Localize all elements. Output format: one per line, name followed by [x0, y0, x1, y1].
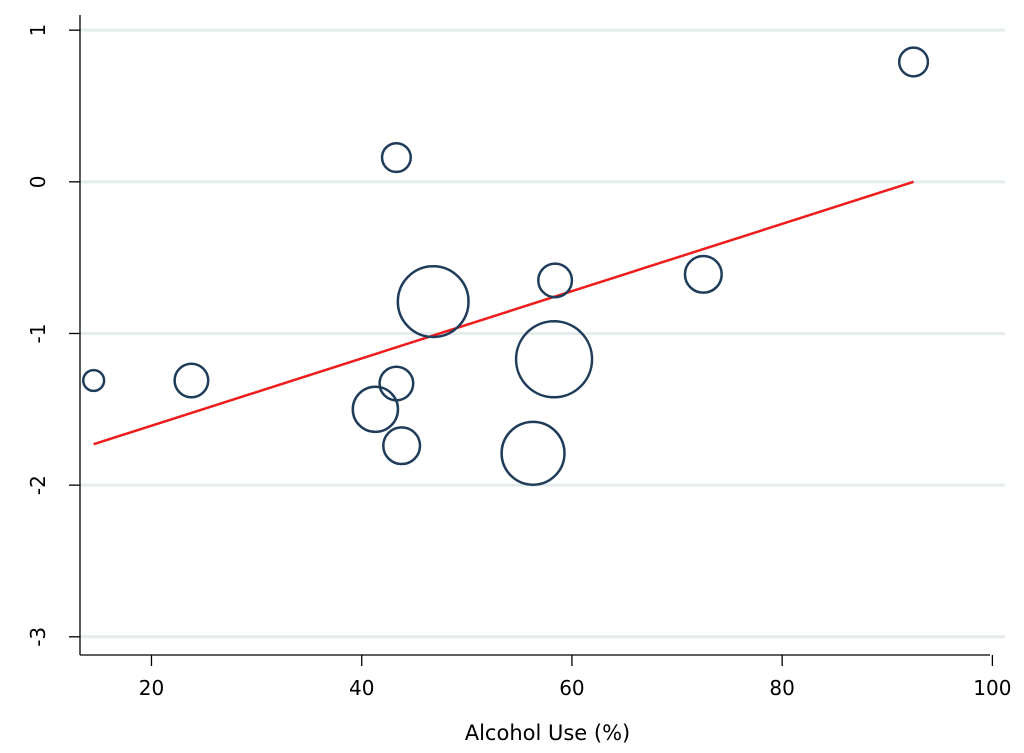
y-tick-label: 1 [26, 24, 50, 37]
data-point [380, 141, 413, 174]
data-point [351, 385, 400, 434]
gridlines [80, 28, 1005, 639]
data-point [537, 262, 574, 299]
data-point [514, 320, 594, 399]
data-point [500, 420, 566, 486]
data-point [683, 254, 723, 294]
axes: 1 0 -1 -2 -3 20 40 60 80 100 [26, 15, 1011, 700]
data-points [81, 46, 930, 486]
fit-line-layer [93, 180, 914, 446]
data-point [81, 368, 106, 393]
x-tick-label: 20 [139, 676, 164, 700]
y-tick-label: -2 [26, 475, 50, 495]
data-point [173, 362, 210, 399]
x-tick-label: 80 [769, 676, 794, 700]
x-tick-label: 60 [559, 676, 584, 700]
data-point [378, 365, 415, 402]
data-point [396, 265, 470, 339]
data-point [897, 46, 930, 78]
fit-line [93, 180, 914, 446]
y-tick-label: -1 [26, 324, 50, 344]
y-tick-label: 0 [26, 175, 50, 188]
x-axis-title: Alcohol Use (%) [465, 721, 631, 745]
y-tick-label: -3 [26, 627, 50, 647]
data-point [382, 426, 422, 466]
x-tick-label: 40 [349, 676, 374, 700]
x-tick-label: 100 [973, 676, 1011, 700]
